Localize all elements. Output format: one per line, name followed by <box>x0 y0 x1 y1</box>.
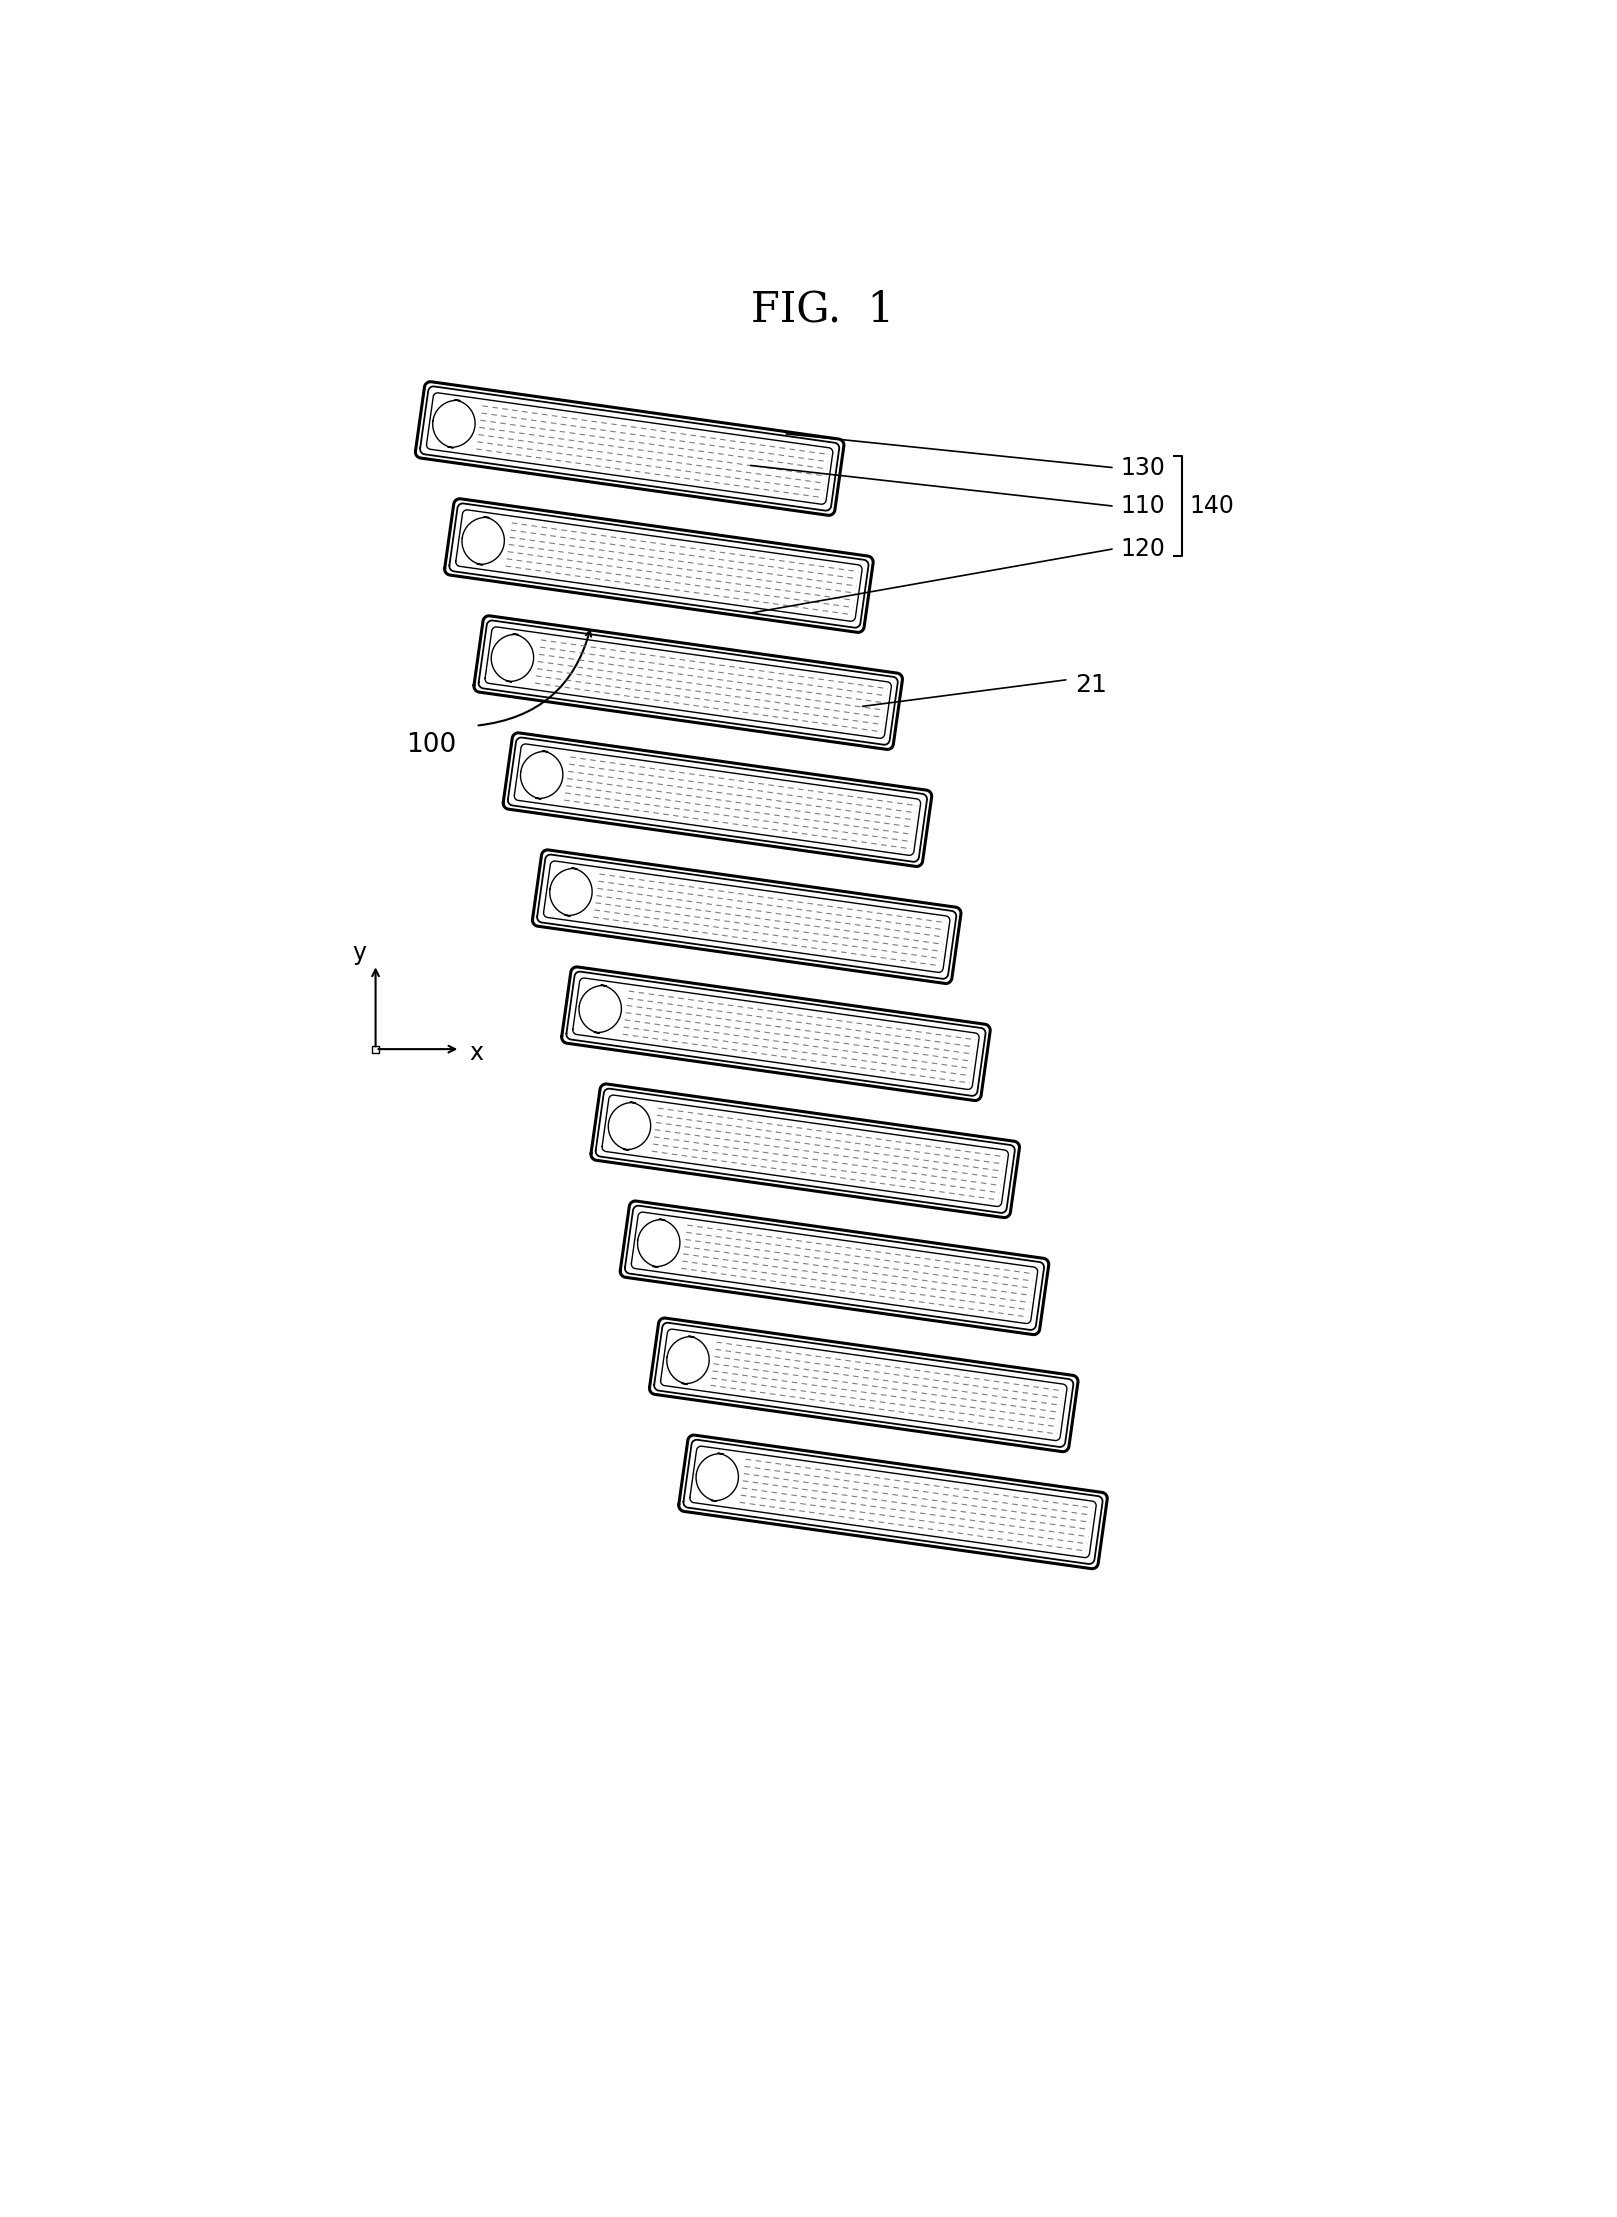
Text: x: x <box>469 1042 483 1064</box>
Text: 100: 100 <box>406 732 456 758</box>
Text: 21: 21 <box>1075 674 1106 696</box>
Text: 140: 140 <box>1190 494 1234 519</box>
Bar <box>372 1046 378 1053</box>
Text: FIG.  1: FIG. 1 <box>750 288 894 330</box>
Text: 120: 120 <box>1121 537 1166 561</box>
Text: y: y <box>353 940 367 964</box>
Text: 110: 110 <box>1121 494 1166 519</box>
Text: 130: 130 <box>1121 457 1166 479</box>
